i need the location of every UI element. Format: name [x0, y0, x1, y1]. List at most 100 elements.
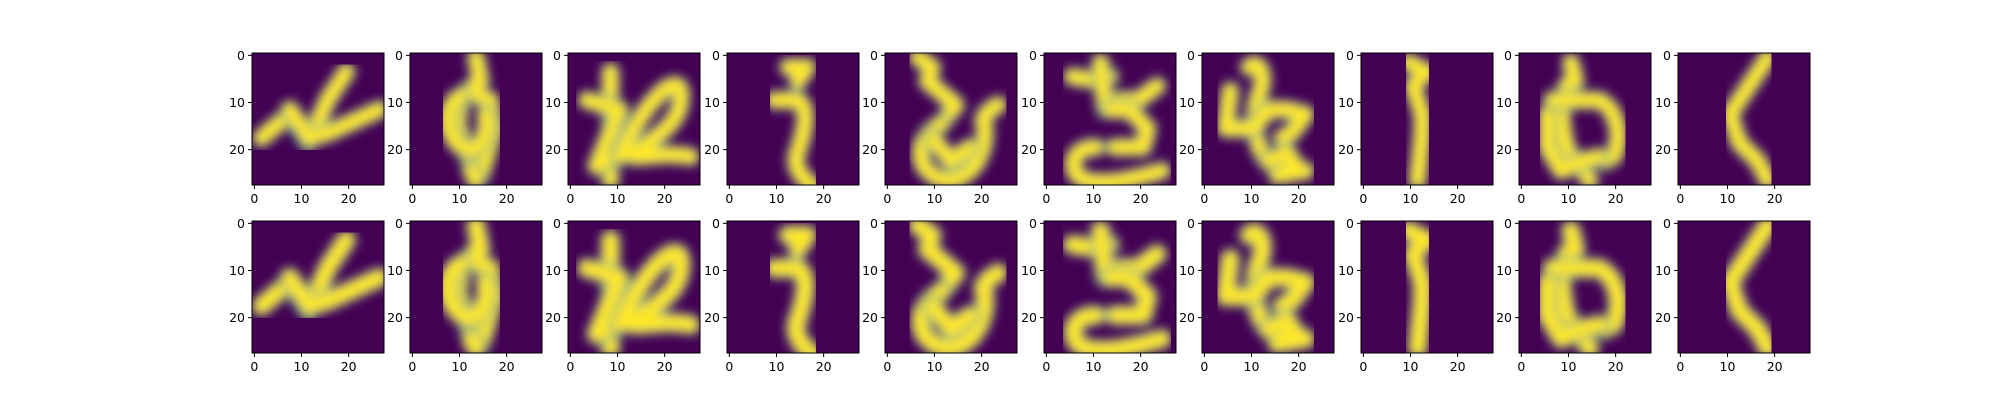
x-tick-label: 10 — [1561, 191, 1577, 206]
x-tick-label: 20 — [1133, 191, 1149, 206]
x-tick-label: 20 — [1767, 191, 1783, 206]
panel-reconstruction-10: 0 0 10 10 20 20 — [1655, 216, 1811, 374]
panel-original-6: 0 0 10 10 20 20 — [1021, 48, 1177, 206]
y-tick-label: 20 — [1179, 142, 1195, 157]
x-tick-label: 20 — [341, 191, 357, 206]
x-tick-label: 0 — [725, 359, 733, 374]
y-tick-label: 0 — [1029, 48, 1037, 63]
y-tick-label: 0 — [1504, 48, 1512, 63]
panel-reconstruction-9: 0 0 10 10 20 20 — [1496, 216, 1652, 374]
glyph-image — [908, 53, 1009, 185]
glyph-image — [1062, 53, 1172, 185]
glyph-stroke — [579, 260, 628, 342]
y-tick-label: 20 — [1179, 310, 1195, 325]
panel-frame — [567, 52, 701, 186]
panel-frame — [409, 52, 543, 186]
y-tick-label: 20 — [704, 310, 720, 325]
panel-frame — [1518, 52, 1652, 186]
x-tick-label: 10 — [294, 359, 310, 374]
x-tick-label: 0 — [1359, 359, 1367, 374]
x-tick-label: 10 — [1720, 359, 1736, 374]
y-tick-label: 10 — [387, 263, 403, 278]
x-tick-label: 10 — [927, 359, 943, 374]
x-tick-label: 0 — [250, 359, 258, 374]
glyph-image — [1061, 221, 1173, 353]
x-tick-label: 10 — [769, 191, 785, 206]
panel-original-9: 0 0 10 10 20 20 — [1496, 48, 1652, 206]
glyph-stroke — [913, 97, 1006, 185]
panel-frame — [251, 52, 385, 186]
x-tick-label: 20 — [1133, 359, 1149, 374]
x-tick-label: 10 — [1720, 191, 1736, 206]
x-tick-label: 20 — [657, 191, 673, 206]
glyph-image — [763, 224, 823, 353]
glyph-stroke — [579, 93, 627, 174]
x-tick-label: 20 — [816, 359, 832, 374]
panel-original-8: 0 0 10 10 20 20 — [1338, 48, 1494, 206]
y-tick-label: 0 — [1504, 216, 1512, 231]
x-tick-label: 10 — [452, 191, 468, 206]
x-tick-label: 0 — [725, 191, 733, 206]
glyph-stroke — [1065, 307, 1170, 353]
panel-original-2: 0 0 10 10 20 20 — [387, 48, 543, 206]
y-tick-label: 10 — [704, 95, 720, 110]
panel-reconstruction-6: 0 0 10 10 20 20 — [1021, 216, 1177, 374]
glyph-stroke — [1400, 222, 1435, 353]
glyph-stroke — [1242, 57, 1276, 169]
glyph-stroke — [924, 298, 978, 338]
y-tick-label: 10 — [229, 95, 245, 110]
x-tick-label: 20 — [1450, 359, 1466, 374]
glyph-image — [576, 229, 700, 353]
glyph-stroke — [766, 260, 820, 353]
x-tick-label: 0 — [1042, 359, 1050, 374]
glyph-image — [1719, 53, 1778, 185]
glyph-stroke — [281, 269, 384, 314]
x-tick-label: 20 — [1608, 191, 1624, 206]
x-tick-label: 0 — [1042, 191, 1050, 206]
glyph-stroke — [1241, 225, 1276, 338]
glyph-stroke — [440, 88, 494, 157]
glyph-stroke — [781, 60, 815, 89]
glyph-stroke — [1260, 312, 1314, 352]
x-tick-label: 20 — [1608, 359, 1624, 374]
panel-frame — [1201, 52, 1335, 186]
y-tick-label: 0 — [1663, 48, 1671, 63]
y-tick-label: 10 — [1021, 263, 1037, 278]
y-tick-label: 10 — [862, 263, 878, 278]
panel-frame — [1043, 220, 1177, 354]
x-tick-label: 0 — [883, 191, 891, 206]
y-tick-label: 10 — [704, 263, 720, 278]
glyph-stroke — [1066, 140, 1169, 185]
panel-frame — [726, 220, 860, 354]
glyph-stroke — [463, 331, 484, 353]
glyph-stroke — [767, 93, 819, 185]
glyph-image — [1398, 53, 1437, 185]
y-tick-label: 0 — [553, 216, 561, 231]
glyph-image — [1536, 221, 1629, 353]
glyph-image — [576, 61, 700, 185]
x-tick-label: 20 — [1291, 359, 1307, 374]
x-tick-label: 10 — [610, 359, 626, 374]
panel-frame — [1360, 52, 1494, 186]
panel-frame — [884, 220, 1018, 354]
panel-original-5: 0 0 10 10 20 20 — [862, 48, 1018, 206]
x-tick-label: 20 — [816, 191, 832, 206]
panel-background — [1678, 221, 1810, 353]
y-tick-label: 20 — [1338, 310, 1354, 325]
panel-frame — [251, 220, 385, 354]
y-tick-label: 20 — [862, 142, 878, 157]
glyph-stroke — [910, 53, 963, 131]
panel-frame — [1677, 220, 1811, 354]
y-tick-label: 0 — [1346, 216, 1354, 231]
glyph-image — [1719, 221, 1779, 353]
y-tick-label: 0 — [712, 48, 720, 63]
panel-frame — [1043, 52, 1177, 186]
glyph-stroke — [612, 245, 699, 333]
y-tick-label: 0 — [1663, 216, 1671, 231]
glyph-stroke — [1218, 83, 1313, 145]
x-tick-label: 10 — [1244, 359, 1260, 374]
glyph-stroke — [925, 130, 977, 169]
y-tick-label: 0 — [395, 48, 403, 63]
x-tick-label: 10 — [1403, 359, 1419, 374]
x-tick-label: 20 — [1450, 191, 1466, 206]
